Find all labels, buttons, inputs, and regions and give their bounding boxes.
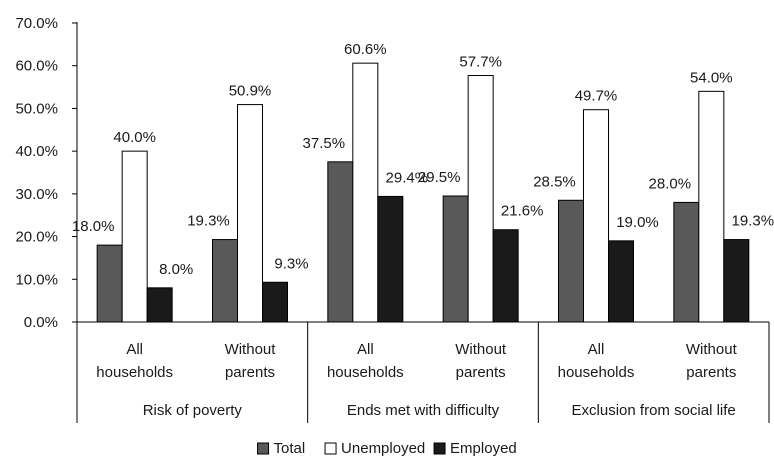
bar-employed	[262, 281, 288, 323]
data-label: 29.5%	[418, 169, 461, 186]
data-label: 28.5%	[533, 173, 576, 190]
y-tick-label: 40.0%	[15, 143, 58, 160]
data-label: 19.0%	[616, 214, 659, 231]
bar-total	[442, 195, 469, 323]
y-tick-label: 60.0%	[15, 58, 58, 75]
data-label: 8.0%	[159, 261, 193, 278]
y-tick-label: 20.0%	[15, 229, 58, 246]
y-tick-label: 30.0%	[15, 186, 58, 203]
group-label: Ends met with difficulty	[347, 402, 500, 419]
data-label: 28.0%	[649, 175, 692, 192]
group-label: Risk of poverty	[143, 402, 243, 419]
bar-employed	[377, 195, 404, 323]
legend-swatch-total	[257, 442, 270, 455]
data-label: 19.3%	[187, 213, 230, 230]
category-label: parents	[686, 364, 736, 381]
legend-swatch-employed	[433, 442, 446, 455]
category-label: All	[357, 341, 374, 358]
bar-total	[673, 201, 700, 323]
category-label: All	[126, 341, 143, 358]
legend-swatch-unemployed	[324, 442, 337, 455]
bar-employed	[608, 240, 634, 323]
bar-unemployed	[467, 75, 494, 323]
y-tick-label: 10.0%	[15, 271, 58, 288]
data-label: 9.3%	[274, 255, 308, 272]
bar-unemployed	[583, 109, 609, 323]
category-label: households	[96, 364, 173, 381]
legend-label: Employed	[450, 440, 517, 457]
category-label: households	[327, 364, 404, 381]
bar-employed	[492, 229, 519, 323]
data-label: 18.0%	[72, 218, 115, 235]
category-label: Without	[225, 341, 277, 358]
y-tick-label: 50.0%	[15, 100, 58, 117]
category-label: parents	[456, 364, 506, 381]
category-label: Without	[455, 341, 507, 358]
bar-unemployed	[237, 104, 263, 323]
legend-label: Unemployed	[341, 440, 425, 457]
data-label: 50.9%	[229, 83, 272, 100]
bar-total	[212, 239, 238, 323]
category-label: households	[558, 364, 635, 381]
data-label: 57.7%	[459, 54, 502, 71]
bar-total	[327, 161, 354, 323]
data-label: 54.0%	[690, 69, 733, 86]
bar-unemployed	[121, 150, 148, 323]
data-label: 40.0%	[113, 129, 156, 146]
y-tick-label: 0.0%	[24, 314, 58, 331]
bar-total	[558, 199, 584, 323]
bar-unemployed	[352, 62, 379, 323]
bar-employed	[723, 239, 750, 323]
bar-total	[96, 244, 123, 323]
data-label: 60.6%	[344, 41, 387, 58]
data-label: 37.5%	[303, 135, 346, 152]
category-label: parents	[225, 364, 275, 381]
bar-unemployed	[698, 90, 725, 323]
y-tick-label: 70.0%	[15, 15, 58, 32]
legend-label: Total	[274, 440, 306, 457]
data-label: 19.3%	[732, 213, 774, 230]
data-label: 49.7%	[575, 88, 618, 105]
category-label: All	[588, 341, 605, 358]
data-label: 29.4%	[386, 169, 429, 186]
bar-employed	[146, 287, 173, 323]
data-label: 21.6%	[501, 203, 544, 220]
category-label: Without	[686, 341, 738, 358]
group-label: Exclusion from social life	[572, 402, 736, 419]
